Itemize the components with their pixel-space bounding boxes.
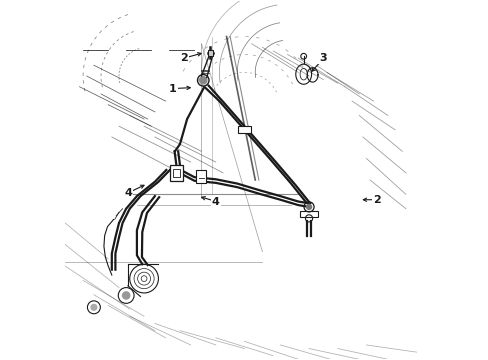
Text: 4: 4	[124, 188, 132, 198]
Circle shape	[122, 292, 129, 299]
Circle shape	[199, 77, 206, 84]
Text: 4: 4	[211, 197, 219, 207]
Bar	[238, 126, 250, 134]
Text: 2: 2	[372, 195, 380, 205]
Text: 3: 3	[319, 53, 326, 63]
Bar	[300, 211, 317, 217]
Text: 2: 2	[179, 53, 187, 63]
Circle shape	[306, 204, 311, 210]
Circle shape	[91, 305, 97, 310]
Text: 1: 1	[168, 84, 176, 94]
Bar	[172, 168, 180, 177]
Bar	[169, 165, 183, 181]
Bar	[207, 50, 212, 56]
Bar	[196, 170, 206, 183]
